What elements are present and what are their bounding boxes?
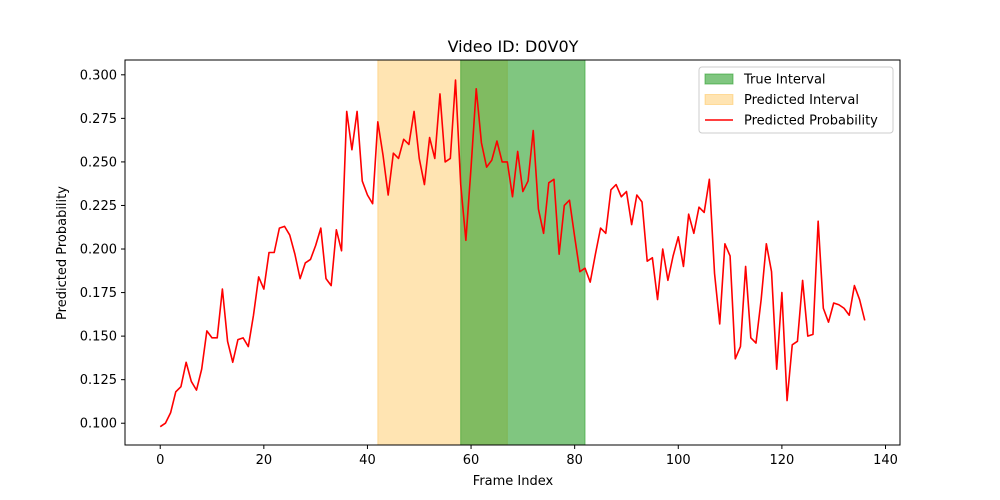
legend-swatch <box>704 94 734 105</box>
y-axis: 0.100 0.125 0.150 0.175 0.200 0.225 0.250 0.275… <box>80 68 125 432</box>
y-tick-label: 0.275 <box>80 112 117 127</box>
x-tick-label: 140 <box>873 453 898 468</box>
x-axis: 0 20 40 60 80 100 120 140 <box>156 445 898 468</box>
plot-frame <box>124 59 901 446</box>
x-tick-label: 40 <box>359 453 376 468</box>
y-tick-label: 0.125 <box>80 373 117 388</box>
y-tick-label: 0.300 <box>80 68 117 83</box>
x-tick-label: 100 <box>666 453 691 468</box>
y-axis-label: Predicted Probability <box>55 186 70 320</box>
x-tick-label: 120 <box>769 453 794 468</box>
y-tick-label: 0.225 <box>80 199 117 214</box>
legend: True Interval Predicted Interval Predicted… <box>698 66 894 134</box>
chart-title: Video ID: D0V0Y <box>448 37 579 56</box>
series-layer <box>159 79 866 428</box>
y-tick-label: 0.200 <box>80 243 117 258</box>
x-axis-label: Frame Index <box>473 474 554 489</box>
legend-swatch <box>704 73 734 85</box>
y-tick-label: 0.100 <box>80 417 117 432</box>
interval-spans <box>377 59 586 446</box>
y-tick-label: 0.150 <box>80 330 117 345</box>
legend-item-true-interval: True Interval <box>743 73 826 88</box>
series-line <box>159 79 866 428</box>
x-tick-label: 0 <box>156 453 164 468</box>
x-tick-label: 20 <box>256 453 273 468</box>
legend-item-predicted-probability: Predicted Probability <box>744 114 878 129</box>
y-tick-label: 0.250 <box>80 155 117 170</box>
y-tick-label: 0.175 <box>80 286 117 301</box>
x-tick-label: 80 <box>566 453 583 468</box>
legend-item-predicted-interval: Predicted Interval <box>744 93 859 108</box>
legend-box <box>698 66 894 134</box>
x-tick-label: 60 <box>463 453 480 468</box>
